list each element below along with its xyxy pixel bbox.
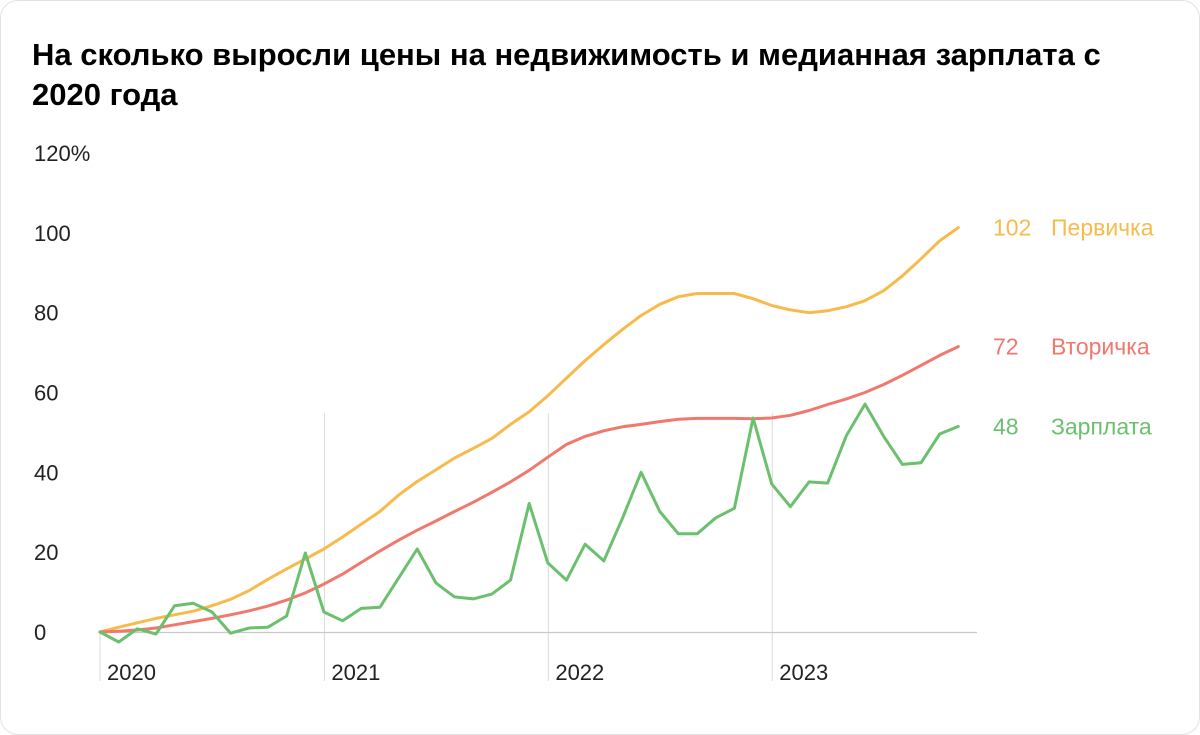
- y-tick-label: 40: [34, 460, 58, 485]
- y-tick-label: 80: [34, 301, 58, 326]
- series-line: [98, 226, 960, 634]
- y-tick-label: 100: [34, 221, 71, 246]
- y-tick-label: 60: [34, 381, 58, 406]
- grid-lines: [99, 413, 773, 681]
- chart-title: На сколько выросли цены на недвижимость …: [32, 37, 1101, 112]
- y-tick-label: 20: [34, 540, 58, 565]
- end-labels: 102 Первичка 72 Вторичка 48 Зарплата: [993, 215, 1154, 440]
- series-line: [98, 402, 960, 644]
- y-tick-label: 0: [34, 620, 46, 645]
- x-tick-label: 2021: [331, 660, 380, 685]
- axes: 2020 2021 2022 2023 0 20 40 60 80 100 120%: [34, 141, 977, 685]
- series-end-value: 72: [993, 334, 1019, 360]
- series-name-label: Первичка: [1051, 215, 1154, 241]
- x-tick-label: 2020: [107, 660, 156, 685]
- series-end-value: 102: [993, 215, 1031, 241]
- y-tick-label: 120%: [34, 141, 90, 166]
- series-line: [98, 345, 960, 634]
- series-name-label: Зарплата: [1051, 413, 1152, 439]
- series-lines: [98, 226, 960, 644]
- series-name-label: Вторичка: [1051, 334, 1150, 360]
- series-end-value: 48: [993, 413, 1019, 439]
- x-tick-label: 2022: [555, 660, 604, 685]
- x-tick-label: 2023: [779, 660, 828, 685]
